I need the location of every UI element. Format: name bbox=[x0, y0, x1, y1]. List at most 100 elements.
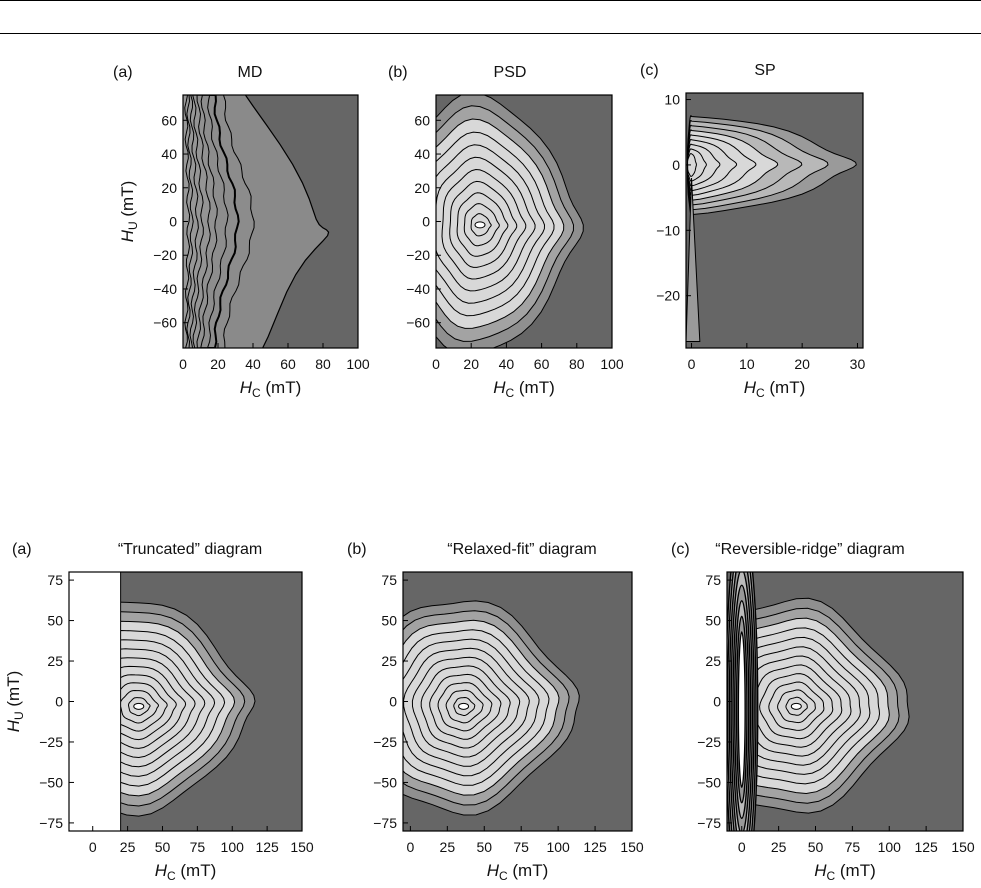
y-tick-label: 20 bbox=[161, 180, 177, 196]
y-tick-label: −10 bbox=[656, 222, 680, 238]
y-tick-label: 10 bbox=[664, 92, 680, 108]
y-tick-label: 0 bbox=[422, 214, 430, 230]
panel-label: (a) bbox=[12, 541, 32, 558]
y-tick-label: 60 bbox=[161, 112, 177, 128]
y-tick-label: 20 bbox=[414, 180, 430, 196]
panel-title: MD bbox=[238, 64, 263, 81]
x-axis-label: HC (mT) bbox=[487, 861, 549, 883]
contour-line bbox=[183, 95, 211, 348]
x-tick-label: 100 bbox=[346, 356, 370, 372]
y-tick-label: −25 bbox=[39, 734, 63, 750]
panel-title: “Reversible-ridge” diagram bbox=[715, 541, 904, 558]
x-tick-label: 20 bbox=[210, 356, 226, 372]
x-tick-label: 80 bbox=[569, 356, 585, 372]
x-axis-label: HC (mT) bbox=[155, 861, 217, 883]
truncated-blank-region bbox=[69, 572, 122, 831]
y-tick-label: 25 bbox=[47, 653, 63, 669]
y-tick-label: −50 bbox=[697, 774, 721, 790]
x-tick-label: 25 bbox=[771, 839, 787, 855]
x-tick-label: 125 bbox=[583, 839, 607, 855]
y-tick-label: −20 bbox=[406, 247, 430, 263]
x-tick-label: 0 bbox=[688, 356, 696, 372]
y-tick-label: −60 bbox=[153, 315, 177, 331]
x-tick-label: 25 bbox=[440, 839, 456, 855]
y-tick-label: 50 bbox=[47, 613, 63, 629]
y-tick-label: 50 bbox=[381, 613, 397, 629]
x-tick-label: 80 bbox=[315, 356, 331, 372]
panel-5: 0 25 50 75 100 125 150 −75 −50 −25 0 25 50 75 (b) “Rela… bbox=[347, 541, 644, 883]
x-tick-label: 50 bbox=[808, 839, 824, 855]
panel-title: “Relaxed-fit” diagram bbox=[447, 541, 596, 558]
peak-marker bbox=[790, 702, 802, 710]
x-tick-label: 60 bbox=[534, 356, 550, 372]
x-tick-label: 25 bbox=[120, 839, 136, 855]
panel-label: (c) bbox=[671, 541, 690, 558]
x-tick-label: 100 bbox=[221, 839, 245, 855]
y-tick-label: 40 bbox=[414, 146, 430, 162]
panel-title: PSD bbox=[494, 64, 527, 81]
x-tick-label: 125 bbox=[255, 839, 279, 855]
x-tick-label: 0 bbox=[432, 356, 440, 372]
x-tick-label: 150 bbox=[620, 839, 644, 855]
y-tick-label: 0 bbox=[389, 694, 397, 710]
header-rule bbox=[0, 33, 981, 34]
y-tick-label: 0 bbox=[55, 694, 63, 710]
x-tick-label: 30 bbox=[850, 356, 866, 372]
y-tick-label: 60 bbox=[414, 112, 430, 128]
y-tick-label: 25 bbox=[381, 653, 397, 669]
x-tick-label: 40 bbox=[245, 356, 261, 372]
contours bbox=[686, 115, 857, 342]
panel-label: (c) bbox=[640, 62, 659, 79]
x-tick-label: 0 bbox=[179, 356, 187, 372]
y-tick-label: −25 bbox=[697, 734, 721, 750]
x-tick-label: 20 bbox=[463, 356, 479, 372]
x-tick-label: 40 bbox=[499, 356, 515, 372]
x-tick-label: 10 bbox=[739, 356, 755, 372]
y-tick-label: −50 bbox=[373, 774, 397, 790]
peak-marker bbox=[474, 221, 486, 229]
y-tick-label: 50 bbox=[705, 613, 721, 629]
y-tick-label: −75 bbox=[697, 815, 721, 831]
x-axis-label: HC (mT) bbox=[493, 378, 555, 400]
contour-line bbox=[183, 95, 330, 348]
x-tick-label: 0 bbox=[89, 839, 97, 855]
panel-title: “Truncated” diagram bbox=[118, 541, 262, 558]
x-tick-label: 100 bbox=[546, 839, 570, 855]
peak-marker bbox=[133, 702, 145, 710]
contours bbox=[69, 572, 256, 831]
x-tick-label: 60 bbox=[280, 356, 296, 372]
panel-6: 0 25 50 75 100 125 150 −75 −50 −25 0 25 50 75 (c) “Reve… bbox=[671, 541, 975, 883]
y-axis-label: HU (mT) bbox=[4, 671, 26, 733]
contour-line bbox=[686, 177, 701, 342]
y-tick-label: −25 bbox=[373, 734, 397, 750]
panel-3: 0 10 20 30 −20 −10 0 10 (c) SP HC (mT) bbox=[640, 62, 865, 400]
panel-title: SP bbox=[754, 62, 775, 79]
panel-label: (b) bbox=[388, 64, 408, 81]
contours bbox=[436, 95, 584, 348]
y-tick-label: −75 bbox=[39, 815, 63, 831]
y-tick-label: −50 bbox=[39, 774, 63, 790]
x-tick-label: 75 bbox=[190, 839, 206, 855]
contour-line bbox=[183, 95, 194, 348]
top-rule bbox=[0, 0, 981, 1]
y-tick-label: −20 bbox=[656, 288, 680, 304]
x-tick-label: 0 bbox=[738, 839, 746, 855]
contour-line bbox=[183, 95, 255, 348]
x-axis-label: HC (mT) bbox=[240, 378, 302, 400]
contours bbox=[183, 95, 330, 348]
y-tick-label: −20 bbox=[153, 247, 177, 263]
x-tick-label: 150 bbox=[290, 839, 314, 855]
x-axis-label: HC (mT) bbox=[814, 861, 876, 883]
x-axis-label: HC (mT) bbox=[744, 378, 806, 400]
peak-marker bbox=[458, 702, 470, 710]
y-tick-label: 0 bbox=[169, 214, 177, 230]
panel-2: 0 20 40 60 80 100 −60 −40 −20 0 20 40 60 (b) PSD HC (mT… bbox=[388, 64, 624, 400]
y-axis-label: HU (mT) bbox=[118, 181, 140, 243]
x-tick-label: 100 bbox=[600, 356, 624, 372]
contours bbox=[727, 572, 910, 831]
y-tick-label: 0 bbox=[672, 157, 680, 173]
y-tick-label: −40 bbox=[406, 281, 430, 297]
x-tick-label: 0 bbox=[406, 839, 414, 855]
panel-4: 0 25 50 75 100 125 150 −75 −50 −25 0 25 50 75 (a) “Trun… bbox=[4, 541, 314, 883]
y-tick-label: 40 bbox=[161, 146, 177, 162]
